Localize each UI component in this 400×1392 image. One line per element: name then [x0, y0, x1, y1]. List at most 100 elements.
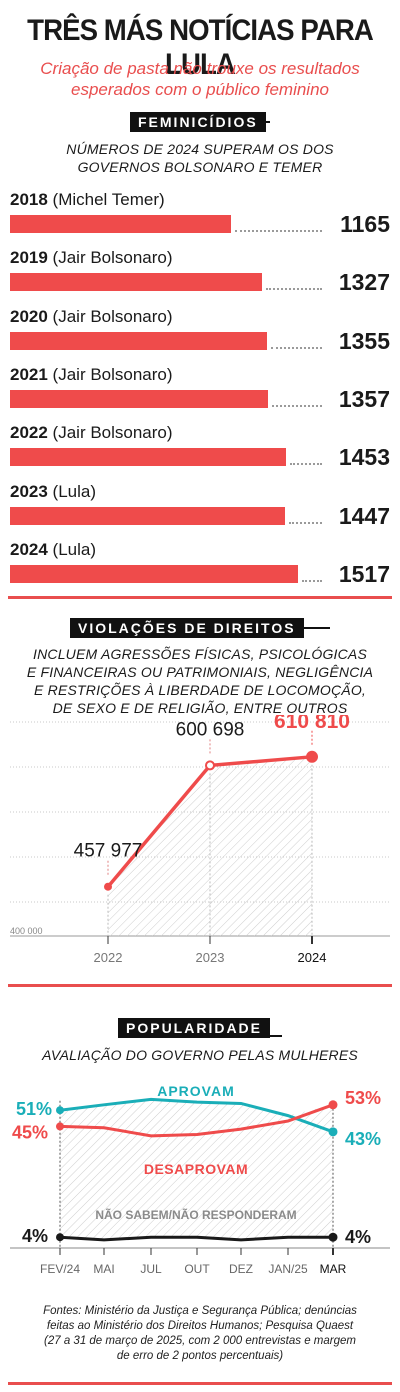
bar-year: 2018: [10, 190, 48, 209]
bar-value-2021: 1357: [338, 385, 390, 412]
bar-value-2022: 1453: [338, 444, 390, 471]
bar-leader-dots: [271, 346, 322, 349]
value-label-2022: 457 977: [74, 841, 143, 862]
bar-2018: [10, 215, 232, 233]
x-tick-label-FEV/24: FEV/24: [40, 1262, 80, 1276]
bar-year: 2021: [10, 364, 48, 384]
bar-label-2023: 2023 (Lula): [10, 482, 96, 502]
bar-government: (Jair Bolsonaro): [47, 364, 173, 384]
feminicidios-title-line-1: NÚMEROS DE 2024 SUPERAM OS DOS: [66, 141, 334, 157]
y-min-label: 400 000: [10, 926, 43, 936]
bar-2023: [10, 506, 285, 525]
end-label-nao-sabem: 4%: [345, 1227, 371, 1247]
end-label-desaprovam: 53%: [345, 1088, 381, 1108]
end-point-aprovam: [328, 1127, 338, 1137]
section-tag-popularidade: POPULARIDADE: [118, 1018, 271, 1038]
popularidade-line-chart: APROVAM DESAPROVAM NÃO SABEM/NÃO RESPONDER…: [10, 1083, 390, 1276]
point-2024: [306, 750, 318, 763]
x-tick-label-JUL: JUL: [140, 1262, 162, 1276]
section-tag-violacoes: VIOLAÇÕES DE DIREITOS: [70, 618, 304, 638]
subtitle-line-2: esperados com o público feminino: [71, 80, 329, 99]
bar-value-2024: 1517: [338, 560, 390, 587]
bottom-rule: [8, 1382, 392, 1385]
bar-year: 2020: [10, 306, 48, 326]
bar-year: 2024: [10, 539, 48, 559]
bar-value-2018: 1165: [340, 211, 390, 237]
bar-leader-dots: [289, 463, 322, 466]
bar-label-2022: 2022 (Jair Bolsonaro): [10, 423, 173, 443]
series-name-aprovam: APROVAM: [157, 1083, 235, 1099]
feminicidios-title-line-2: GOVERNOS BOLSONARO E TEMER: [77, 159, 323, 175]
value-label-2024: 610 810: [274, 715, 350, 733]
series-line-desaprovam: [59, 1103, 334, 1138]
violacoes-chart-title: INCLUEM AGRESSÕES FÍSICAS, PSICOLÓGICAS …: [0, 645, 400, 717]
bar-value-2023: 1447: [338, 502, 390, 529]
violacoes-title-line-1: INCLUEM AGRESSÕES FÍSICAS, PSICOLÓGICAS: [32, 646, 368, 662]
x-tick-label-2024: 2024: [298, 950, 327, 965]
bar-year: 2022: [10, 423, 48, 443]
x-tick-label-OUT: OUT: [184, 1262, 210, 1276]
start-label-nao-sabem: 4%: [22, 1226, 48, 1246]
section-tag-feminicidios: FEMINICÍDIOS: [130, 112, 266, 132]
start-point-aprovam: [56, 1106, 64, 1115]
area-fill: [60, 1099, 333, 1240]
sources-line-3: (27 a 31 de março de 2025, com 2 000 ent…: [44, 1335, 356, 1347]
end-label-aprovam: 43%: [345, 1129, 381, 1149]
bar-leader-dots: [288, 521, 322, 524]
bar-2019: [10, 273, 262, 292]
violacoes-title-line-3: E RESTRIÇÕES À LIBERDADE DE LOCOMOÇÃO,: [34, 682, 366, 698]
bar-leader-dots: [265, 288, 322, 291]
bar-year: 2023: [10, 481, 48, 501]
sources-line-4: de erro de 2 pontos percentuais): [116, 1350, 284, 1362]
violacoes-line-chart: 400 000 457 977 600 698 610 810 2022 2023 2024: [10, 715, 390, 965]
x-tick-label-DEZ: DEZ: [229, 1262, 253, 1276]
bar-government: (Jair Bolsonaro): [47, 306, 173, 326]
bar-label-2020: 2020 (Jair Bolsonaro): [10, 307, 173, 327]
bar-2024: [10, 564, 298, 583]
series-name-nao-sabem: NÃO SABEM/NÃO RESPONDERAM: [95, 1207, 296, 1222]
bar-2022: [10, 448, 286, 467]
violacoes-title-line-4: DE SEXO E DE RELIGIÃO, ENTRE OUTROS: [52, 700, 348, 716]
bar-label-2021: 2021 (Jair Bolsonaro): [10, 365, 173, 385]
point-2022: [104, 882, 112, 891]
bar-label-2019: 2019 (Jair Bolsonaro): [10, 248, 173, 268]
bar-label-2018: 2018 (Michel Temer): [10, 190, 165, 210]
bar-government: (Jair Bolsonaro): [47, 248, 173, 268]
popularidade-chart-title: AVALIAÇÃO DO GOVERNO PELAS MULHERES: [42, 1047, 358, 1063]
bar-leader-dots: [271, 404, 322, 407]
section-divider: [8, 984, 392, 987]
bar-value-2020: 1355: [338, 327, 390, 354]
section-divider: [8, 596, 392, 599]
bar-2020: [10, 331, 268, 350]
x-tick-label-JAN/25: JAN/25: [268, 1262, 308, 1276]
series-line-aprovam: [59, 1097, 334, 1134]
bar-government: (Lula): [47, 481, 97, 501]
series-name-desaprovam: DESAPROVAM: [144, 1161, 248, 1177]
bar-government: (Jair Bolsonaro): [47, 423, 173, 443]
x-tick-label-2023: 2023: [196, 950, 225, 965]
value-label-2023: 600 698: [176, 719, 245, 740]
page-subtitle: Criação de pasta não trouxe os resultado…: [0, 58, 400, 100]
x-tick-label-2022: 2022: [94, 950, 123, 965]
violacoes-title-line-2: E FINANCEIRAS OU PATRIMONIAIS, NEGLIGÊNC…: [26, 664, 374, 680]
x-tick-label-MAR: MAR: [320, 1262, 347, 1276]
sources-line-1: Fontes: Ministério da Justiça e Seguranç…: [43, 1305, 357, 1317]
end-point-desaprovam: [328, 1100, 338, 1110]
bar-government: (Michel Temer): [47, 190, 165, 209]
series-line-nao-sabem: [59, 1235, 333, 1242]
sources-line-2: feitas ao Ministério dos Direitos Humano…: [46, 1320, 354, 1332]
bar-value-2019: 1327: [338, 269, 390, 296]
sources-note: Fontes: Ministério da Justiça e Seguranç…: [20, 1304, 380, 1364]
bar-leader-dots: [302, 579, 322, 582]
start-label-desaprovam: 45%: [12, 1122, 48, 1142]
start-point-nao-sabem: [56, 1233, 64, 1242]
start-label-aprovam: 51%: [16, 1099, 52, 1119]
subtitle-line-1: Criação de pasta não trouxe os resultado…: [40, 59, 360, 78]
bar-government: (Lula): [47, 539, 97, 559]
feminicidios-chart-title: NÚMEROS DE 2024 SUPERAM OS DOS GOVERNOS …: [0, 140, 400, 176]
bar-2021: [10, 389, 268, 408]
point-2023: [205, 760, 215, 771]
end-point-nao-sabem: [328, 1232, 338, 1242]
page-title: TRÊS MÁS NOTÍCIAS PARA LULA: [27, 14, 374, 81]
start-point-desaprovam: [56, 1122, 64, 1131]
